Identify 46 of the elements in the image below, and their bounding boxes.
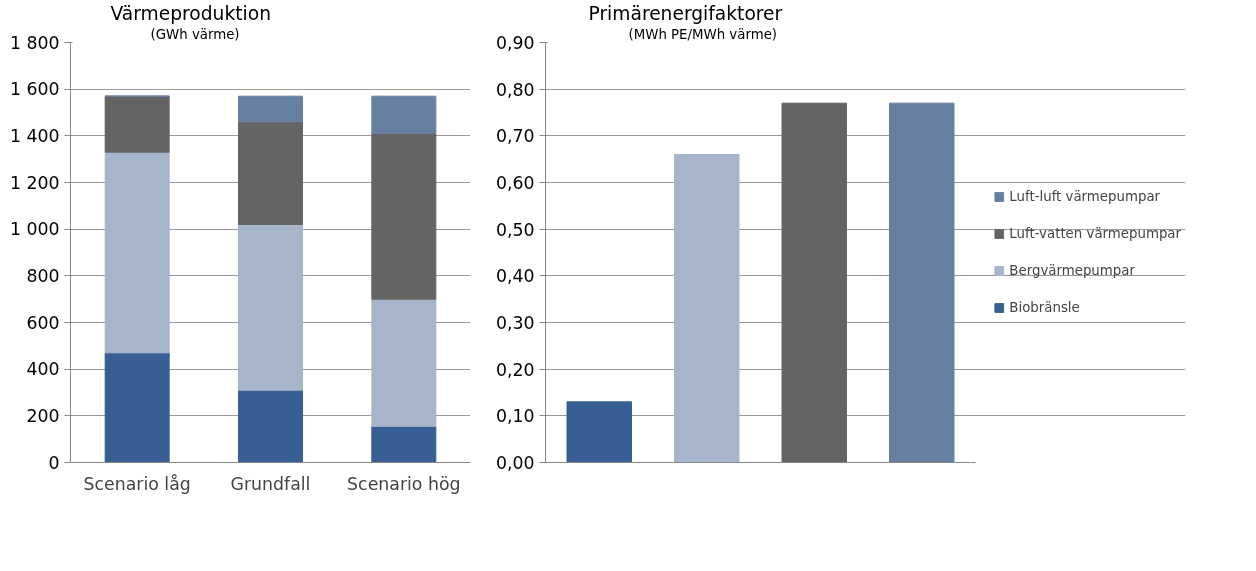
y-tick-label: 0,90: [495, 33, 535, 53]
y-tick-label: 0,60: [495, 173, 535, 193]
y-tick-label: 0,20: [495, 359, 535, 380]
bar: [238, 95, 303, 123]
y-tick-label: 0,30: [495, 313, 535, 333]
bar: [781, 102, 847, 463]
y-tick-label: 1 800: [9, 32, 60, 53]
bar: [674, 154, 740, 463]
y-tick-label: 200: [26, 405, 60, 426]
y-tick-label: 400: [26, 359, 60, 380]
x-tick-label: Scenario låg: [83, 473, 191, 494]
chart-title: Värmeproduktion: [110, 2, 271, 24]
bar: [566, 401, 632, 463]
y-tick-label: 1 400: [9, 125, 60, 146]
bar: [104, 95, 170, 153]
y-tick-label: 0,40: [495, 266, 535, 287]
bar: [371, 425, 437, 463]
legend-label: Biobränsle: [1009, 300, 1080, 315]
x-tick-label: Scenario hög: [347, 473, 461, 494]
y-tick-label: 0,70: [495, 126, 535, 147]
y-tick-label: 1 000: [9, 219, 60, 240]
bar: [371, 95, 437, 134]
y-tick-label: 0,80: [495, 79, 535, 100]
bar: [104, 352, 170, 463]
legend-label: Bergvärmepumpar: [1009, 263, 1135, 278]
bar: [371, 298, 437, 427]
bar: [104, 151, 170, 354]
y-tick-label: 600: [26, 312, 60, 333]
bar: [238, 224, 303, 391]
y-tick-label: 0,10: [495, 406, 535, 427]
y-tick-label: 1 600: [9, 79, 60, 100]
chart-title: Primärenergifaktorer: [588, 2, 783, 24]
y-tick-label: 1 200: [9, 172, 60, 193]
bar: [238, 121, 303, 225]
bar: [371, 133, 437, 300]
legend-label: Luft-luft värmepumpar: [1009, 189, 1161, 204]
chart-subtitle: (MWh PE/MWh värme): [628, 26, 778, 42]
x-tick-label: Grundfall: [230, 473, 311, 494]
y-tick-label: 0: [48, 452, 60, 473]
bar: [889, 102, 955, 463]
y-tick-label: 0,00: [495, 453, 535, 473]
y-tick-label: 800: [26, 265, 60, 286]
chart-subtitle: (GWh värme): [150, 26, 240, 42]
bar: [238, 389, 303, 463]
legend-label: Luft-vatten värmepumpar: [1009, 226, 1181, 241]
y-tick-label: 0,50: [495, 219, 535, 240]
